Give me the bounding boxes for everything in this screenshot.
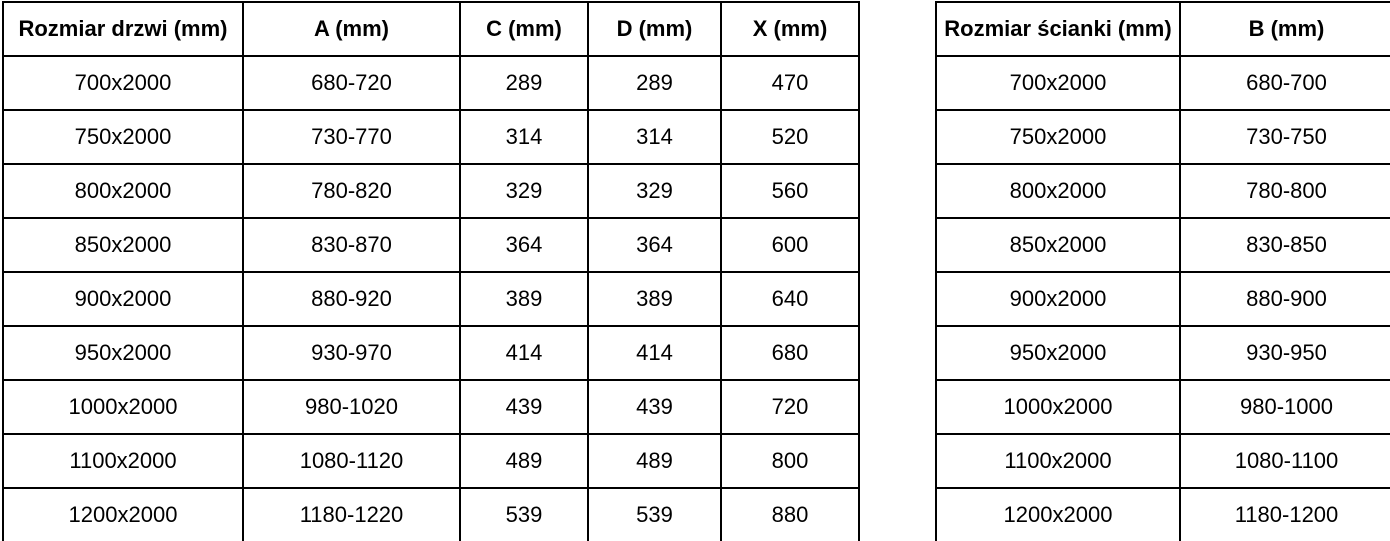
table-cell: 414 (459, 325, 589, 381)
column-header: Rozmiar drzwi (mm) (2, 1, 244, 57)
table-cell: 329 (459, 163, 589, 219)
table-cell: 680 (720, 325, 860, 381)
table-cell: 1100x2000 (2, 433, 244, 489)
column-header: D (mm) (587, 1, 722, 57)
table-cell: 980-1020 (242, 379, 461, 435)
table-cell: 950x2000 (935, 325, 1181, 381)
table-cell: 520 (720, 109, 860, 165)
table-cell: 289 (587, 55, 722, 111)
wall-table-header: Rozmiar ścianki (mm) B (mm) (935, 1, 1390, 57)
header-row: Rozmiar ścianki (mm) B (mm) (935, 1, 1390, 57)
table-cell: 539 (587, 487, 722, 541)
table-row: 1100x2000 1080-1120 489 489 800 (2, 433, 860, 489)
table-row: 800x2000 780-820 329 329 560 (2, 163, 860, 219)
table-cell: 780-800 (1179, 163, 1390, 219)
table-cell: 314 (459, 109, 589, 165)
table-cell: 980-1000 (1179, 379, 1390, 435)
table-cell: 800x2000 (935, 163, 1181, 219)
table-cell: 750x2000 (935, 109, 1181, 165)
table-cell: 750x2000 (2, 109, 244, 165)
door-table-body: 700x2000 680-720 289 289 470 750x2000 730-770 3… (2, 55, 860, 541)
table-row: 1200x2000 1180-1220 539 539 880 (2, 487, 860, 541)
table-cell: 700x2000 (2, 55, 244, 111)
table-cell: 880-920 (242, 271, 461, 327)
table-cell: 470 (720, 55, 860, 111)
table-cell: 930-950 (1179, 325, 1390, 381)
table-cell: 489 (459, 433, 589, 489)
table-cell: 1200x2000 (935, 487, 1181, 541)
column-header: Rozmiar ścianki (mm) (935, 1, 1181, 57)
table-cell: 880 (720, 487, 860, 541)
table-cell: 780-820 (242, 163, 461, 219)
wall-table-body: 700x2000 680-700 750x2000 730-750 800x2000 78… (935, 55, 1390, 541)
table-cell: 414 (587, 325, 722, 381)
door-dimensions-table: Rozmiar drzwi (mm) A (mm) C (mm) D (mm) X (m… (2, 1, 860, 541)
table-cell: 900x2000 (935, 271, 1181, 327)
table-cell: 1180-1200 (1179, 487, 1390, 541)
table-cell: 1200x2000 (2, 487, 244, 541)
table-cell: 680-700 (1179, 55, 1390, 111)
table-cell: 950x2000 (2, 325, 244, 381)
table-cell: 539 (459, 487, 589, 541)
table-cell: 880-900 (1179, 271, 1390, 327)
table-cell: 329 (587, 163, 722, 219)
table-row: 700x2000 680-700 (935, 55, 1390, 111)
table-row: 750x2000 730-770 314 314 520 (2, 109, 860, 165)
column-header: C (mm) (459, 1, 589, 57)
table-row: 850x2000 830-870 364 364 600 (2, 217, 860, 273)
table-cell: 830-850 (1179, 217, 1390, 273)
table-cell: 364 (587, 217, 722, 273)
table-cell: 1100x2000 (935, 433, 1181, 489)
table-row: 900x2000 880-920 389 389 640 (2, 271, 860, 327)
table-cell: 1000x2000 (935, 379, 1181, 435)
table-cell: 289 (459, 55, 589, 111)
table-cell: 364 (459, 217, 589, 273)
header-row: Rozmiar drzwi (mm) A (mm) C (mm) D (mm) X (m… (2, 1, 860, 57)
table-cell: 930-970 (242, 325, 461, 381)
table-row: 1100x2000 1080-1100 (935, 433, 1390, 489)
table-row: 1000x2000 980-1000 (935, 379, 1390, 435)
table-cell: 389 (587, 271, 722, 327)
table-cell: 800x2000 (2, 163, 244, 219)
table-cell: 730-770 (242, 109, 461, 165)
table-cell: 1180-1220 (242, 487, 461, 541)
column-header: A (mm) (242, 1, 461, 57)
table-cell: 1080-1100 (1179, 433, 1390, 489)
table-cell: 850x2000 (2, 217, 244, 273)
table-row: 700x2000 680-720 289 289 470 (2, 55, 860, 111)
table-cell: 800 (720, 433, 860, 489)
table-cell: 314 (587, 109, 722, 165)
table-row: 1200x2000 1180-1200 (935, 487, 1390, 541)
table-row: 800x2000 780-800 (935, 163, 1390, 219)
table-row: 850x2000 830-850 (935, 217, 1390, 273)
table-row: 950x2000 930-970 414 414 680 (2, 325, 860, 381)
table-cell: 1000x2000 (2, 379, 244, 435)
wall-dimensions-table: Rozmiar ścianki (mm) B (mm) 700x2000 680-7… (935, 1, 1390, 541)
table-cell: 560 (720, 163, 860, 219)
table-cell: 600 (720, 217, 860, 273)
table-cell: 700x2000 (935, 55, 1181, 111)
table-cell: 439 (459, 379, 589, 435)
door-table-header: Rozmiar drzwi (mm) A (mm) C (mm) D (mm) X (m… (2, 1, 860, 57)
table-cell: 439 (587, 379, 722, 435)
table-cell: 830-870 (242, 217, 461, 273)
table-cell: 720 (720, 379, 860, 435)
table-cell: 389 (459, 271, 589, 327)
table-cell: 640 (720, 271, 860, 327)
column-header: B (mm) (1179, 1, 1390, 57)
table-row: 950x2000 930-950 (935, 325, 1390, 381)
column-header: X (mm) (720, 1, 860, 57)
table-cell: 850x2000 (935, 217, 1181, 273)
table-cell: 730-750 (1179, 109, 1390, 165)
table-row: 750x2000 730-750 (935, 109, 1390, 165)
table-cell: 900x2000 (2, 271, 244, 327)
table-row: 1000x2000 980-1020 439 439 720 (2, 379, 860, 435)
table-cell: 680-720 (242, 55, 461, 111)
table-cell: 489 (587, 433, 722, 489)
table-cell: 1080-1120 (242, 433, 461, 489)
table-row: 900x2000 880-900 (935, 271, 1390, 327)
